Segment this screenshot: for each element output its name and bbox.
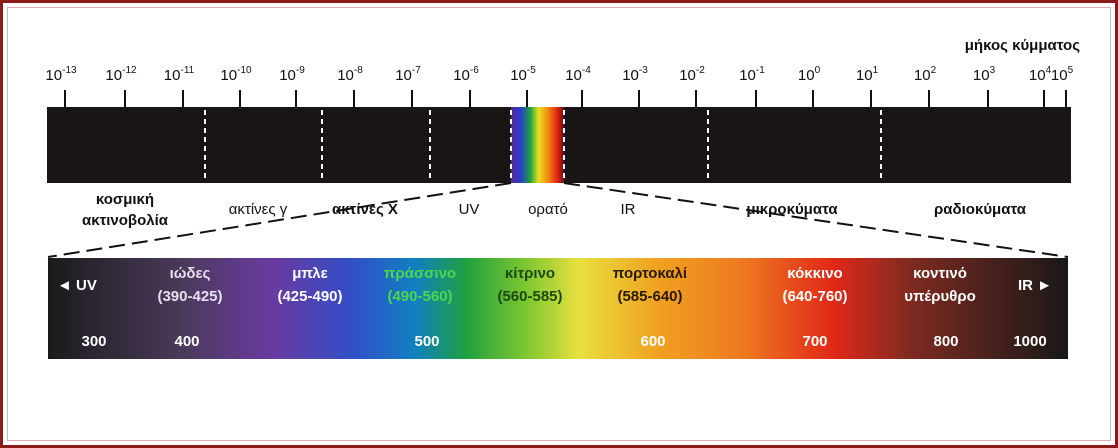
band-scale-label: 500	[414, 333, 439, 350]
wavelength-axis-label: μήκος κύμματος	[965, 37, 1080, 54]
band-color-name: πράσσινο	[384, 265, 456, 282]
wavelength-tick-label: 10-7	[395, 65, 421, 84]
visible-rainbow-strip	[511, 107, 564, 183]
region-label-line2: ακτινοβολία	[82, 212, 169, 229]
wavelength-tick-label: 101	[856, 65, 879, 84]
wavelength-tick-label: 10-13	[45, 65, 77, 84]
wavelength-tick-label: 10-1	[739, 65, 765, 84]
wavelength-tick-label: 102	[914, 65, 937, 84]
zoom-line-right	[563, 182, 1069, 258]
band-color-name: κίτρινο	[505, 265, 555, 282]
region-label: ραδιοκύματα	[934, 201, 1027, 218]
band-color-range: (560-585)	[497, 288, 562, 305]
visible-band	[48, 258, 1068, 359]
wavelength-tick-label: 10-6	[453, 65, 479, 84]
wavelength-tick-label: 10-8	[337, 65, 363, 84]
band-color-range: (640-760)	[782, 288, 847, 305]
band-scale-label: 1000	[1013, 333, 1046, 350]
band-color-labels: ιώδες (390-425) μπλε (425-490) πράσσινο (490-…	[157, 265, 975, 305]
band-color-range: (490-560)	[387, 288, 452, 305]
band-color-range: (425-490)	[277, 288, 342, 305]
wavelength-tick-label: 10-2	[679, 65, 705, 84]
region-label: ορατό	[528, 201, 568, 218]
band-color-name: πορτοκαλί	[613, 265, 687, 282]
band-color-range: (585-640)	[617, 288, 682, 305]
wavelength-tick-label: 10-5	[510, 65, 536, 84]
wavelength-tick-label: 103	[973, 65, 996, 84]
band-scale-label: 600	[640, 333, 665, 350]
band-scale-label: 300	[81, 333, 106, 350]
band-scale-label: 400	[174, 333, 199, 350]
band-color-range: (390-425)	[157, 288, 222, 305]
band-color-name: μπλε	[292, 265, 328, 282]
band-scale-label: 700	[802, 333, 827, 350]
wavelength-tick-label: 10-10	[220, 65, 252, 84]
band-color-name: κοντινό	[913, 265, 967, 282]
wavelength-tick-label: 10-9	[279, 65, 305, 84]
wavelength-ticks: 10-13 10-12 10-11 10-10 10-9 10-8 10-7 10-6 10-5…	[45, 65, 1074, 107]
band-scale-label: 800	[933, 333, 958, 350]
region-labels: κοσμική ακτινοβολία ακτίνες γ ακτίνες Χ UV ορ…	[82, 191, 1027, 229]
wavelength-tick-label: 100	[798, 65, 821, 84]
zoom-line-left	[47, 182, 512, 258]
band-color-name: κόκκινο	[787, 265, 842, 282]
wavelength-tick-label: 104	[1029, 65, 1052, 84]
band-uv-label: ◄ UV	[57, 277, 97, 294]
wavelength-tick-label: 105	[1051, 65, 1074, 84]
region-label: IR	[621, 201, 636, 218]
wavelength-tick-label: 10-12	[105, 65, 137, 84]
wavelength-tick-label: 10-3	[622, 65, 648, 84]
wavelength-tick-label: 10-11	[164, 65, 195, 84]
region-label: UV	[459, 201, 480, 218]
band-ir-label: IR ►	[1018, 277, 1052, 294]
band-color-name: ιώδες	[170, 265, 211, 282]
wavelength-tick-label: 10-4	[565, 65, 591, 84]
region-label: μικροκύματα	[746, 201, 838, 218]
region-label: κοσμική	[96, 191, 154, 208]
band-wavelength-scale: 300 400 500 600 700 800 1000	[81, 333, 1046, 350]
region-dividers	[204, 110, 882, 180]
region-label: ακτίνες γ	[229, 201, 288, 218]
band-color-range: υπέρυθρο	[904, 288, 976, 305]
region-label: ακτίνες Χ	[332, 201, 398, 218]
